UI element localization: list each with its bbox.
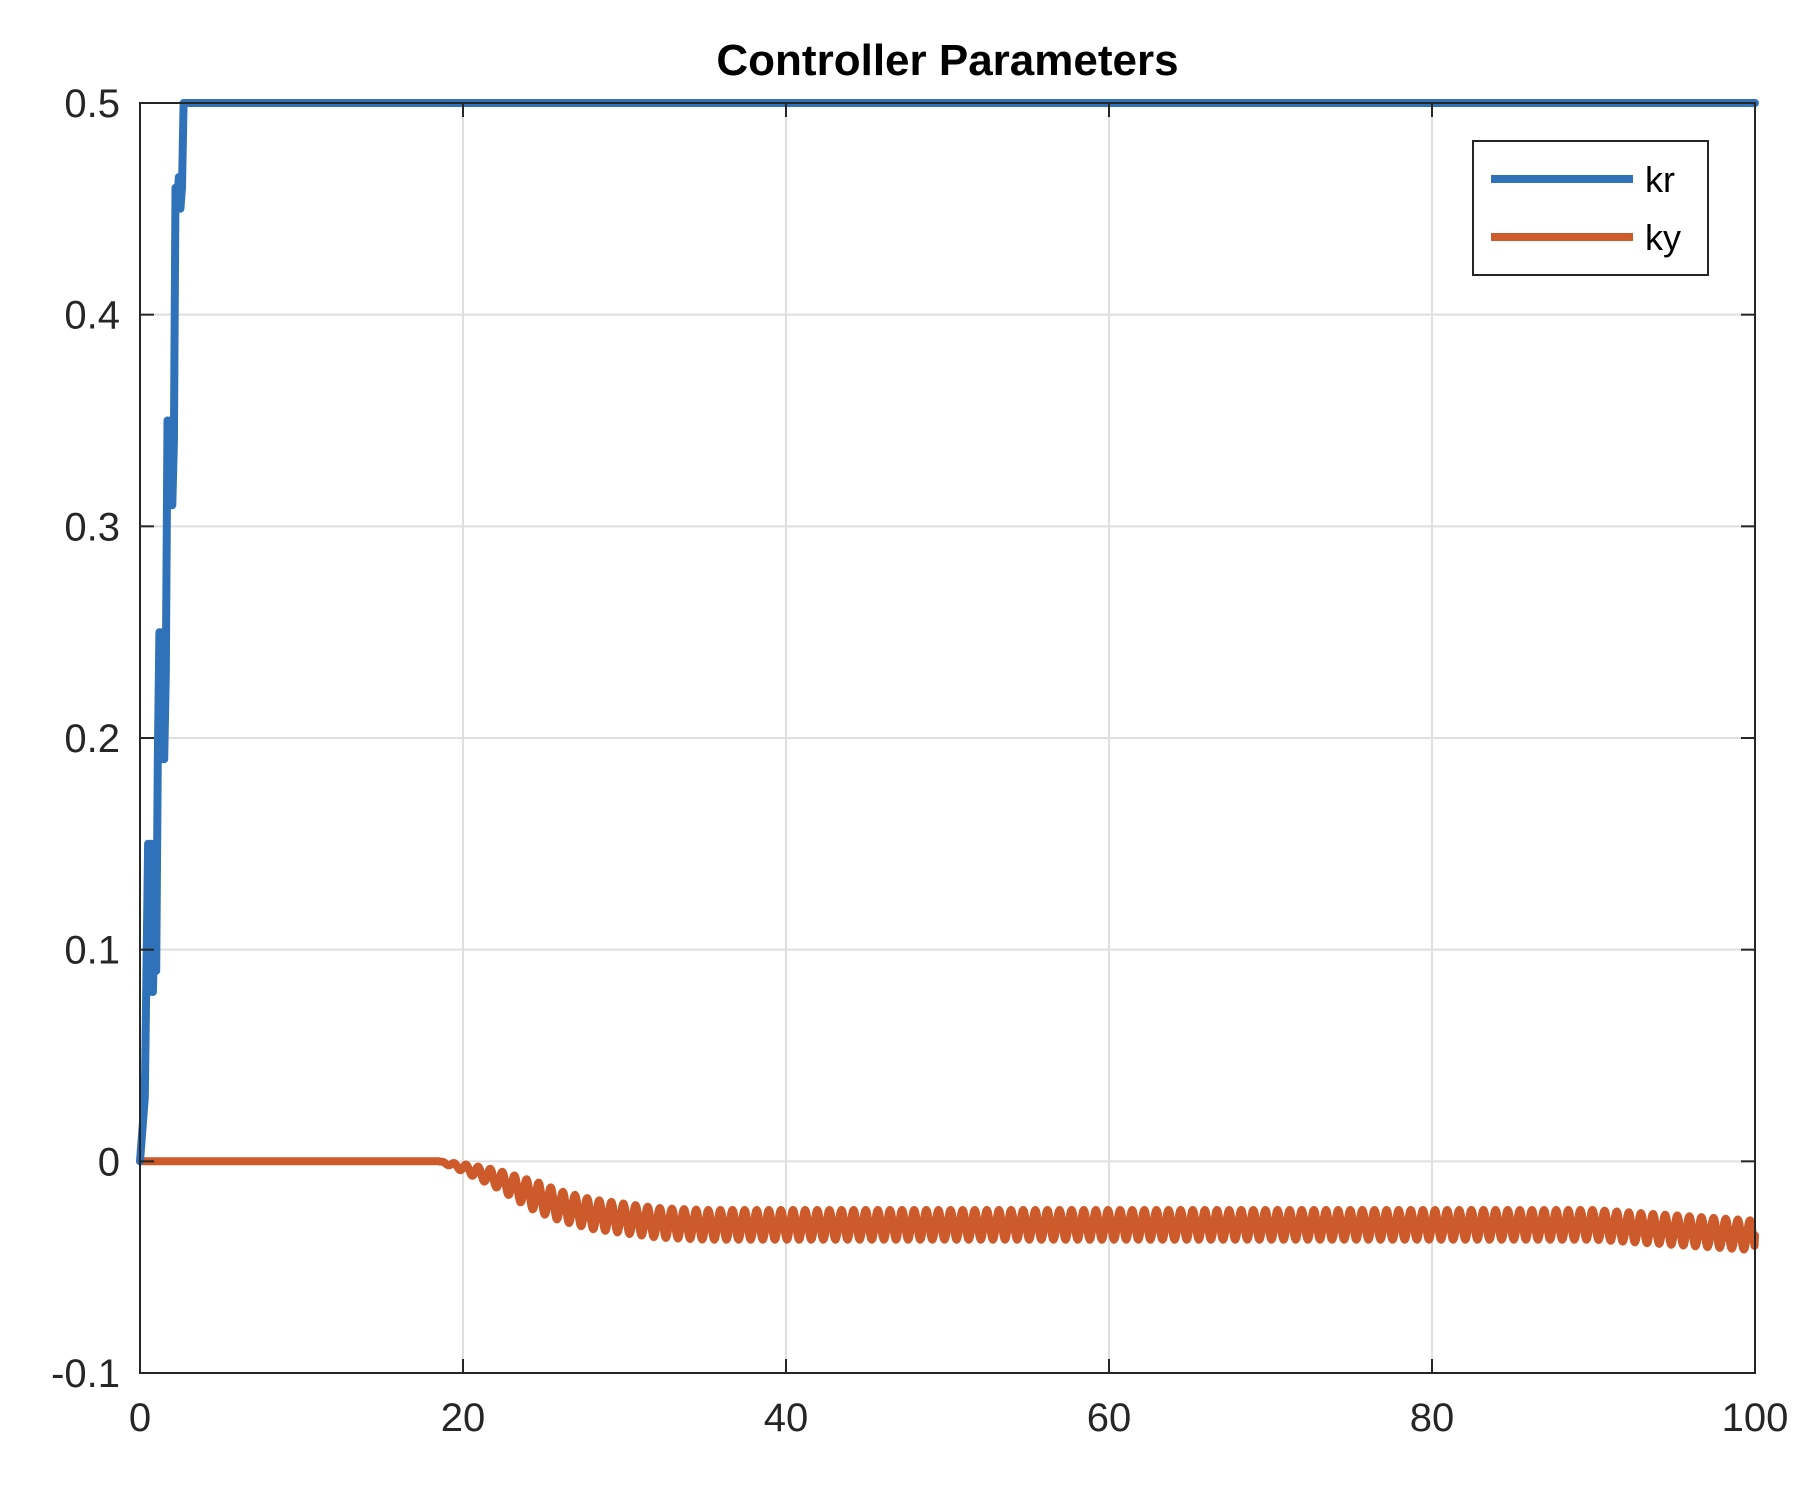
series-line-ky	[136, 1157, 1759, 1254]
legend-label-ky: ky	[1645, 217, 1681, 258]
legend-label-kr: kr	[1645, 159, 1675, 200]
axis-ticks: 0 20 40 60 80 100-0.100.10.20.30.40.5	[51, 82, 1788, 1440]
y-tick-label: 0.2	[64, 717, 120, 761]
legend-box	[1472, 140, 1709, 276]
y-tick-label: 0	[98, 1140, 120, 1184]
y-tick-label: 0.1	[64, 929, 120, 973]
legend: kr ky	[1472, 140, 1709, 276]
grid	[140, 103, 1755, 1373]
x-tick-label: 80	[1410, 1396, 1455, 1440]
chart-title: Controller Parameters	[716, 36, 1178, 85]
y-tick-label: -0.1	[51, 1352, 120, 1396]
x-tick-label: 0	[129, 1396, 151, 1440]
y-tick-label: 0.3	[64, 505, 120, 549]
x-tick-label: 40	[764, 1396, 809, 1440]
y-tick-label: 0.5	[64, 82, 120, 126]
x-tick-label: 20	[441, 1396, 486, 1440]
x-tick-label: 100	[1722, 1396, 1789, 1440]
x-tick-label: 60	[1087, 1396, 1132, 1440]
y-tick-label: 0.4	[64, 294, 120, 338]
